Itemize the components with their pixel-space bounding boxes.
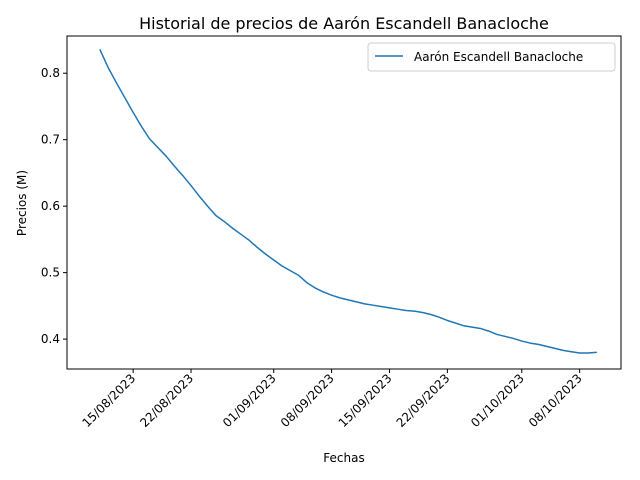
chart-title: Historial de precios de Aarón Escandell … <box>139 14 549 33</box>
y-tick-label: 0.6 <box>41 199 60 213</box>
y-tick-label: 0.5 <box>41 266 60 280</box>
y-tick-label: 0.7 <box>41 133 60 147</box>
legend: Aarón Escandell Banacloche <box>367 42 616 72</box>
x-tick-label: 22/08/2023 <box>137 371 196 430</box>
x-tick-label: 01/09/2023 <box>220 371 279 430</box>
axes-frame <box>66 35 622 370</box>
x-tick-label: 08/09/2023 <box>278 371 337 430</box>
x-axis: 15/08/2023 22/08/2023 01/09/2023 08/09/2023… <box>79 369 585 430</box>
y-tick-label: 0.4 <box>41 332 60 346</box>
legend-box <box>367 42 616 72</box>
x-tick-label: 22/09/2023 <box>394 371 453 430</box>
x-axis-label: Fechas <box>323 451 364 465</box>
x-tick-label: 01/10/2023 <box>468 371 527 430</box>
y-axis: 0.4 0.5 0.6 0.7 0.8 <box>41 66 67 346</box>
y-tick-label: 0.8 <box>41 66 60 80</box>
x-tick-label: 15/08/2023 <box>79 371 138 430</box>
series-line <box>99 49 597 354</box>
y-axis-label: Precios (M) <box>15 170 29 236</box>
legend-label: Aarón Escandell Banacloche <box>414 50 583 64</box>
plot-area <box>99 49 597 354</box>
series-layer <box>99 49 597 354</box>
x-tick-label: 08/10/2023 <box>526 371 585 430</box>
x-tick-label: 15/09/2023 <box>336 371 395 430</box>
